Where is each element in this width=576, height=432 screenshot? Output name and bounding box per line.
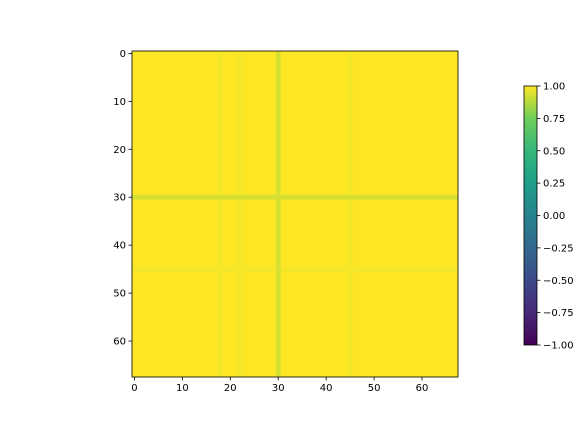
axes-frame <box>131 50 459 378</box>
heatmap-highlight-column <box>275 51 281 377</box>
colorbar: 1.00 0.75 0.50 0.25 0.00 −0.25 −0.50 −0.75 −1.00 <box>523 82 574 352</box>
y-tick-label: 30 <box>113 193 126 204</box>
x-tick-label: 40 <box>320 383 333 394</box>
heatmap <box>132 51 458 377</box>
colorbar-ticks: 1.00 0.75 0.50 0.25 0.00 −0.25 −0.50 −0.75 −1.00 <box>537 82 574 352</box>
y-tick-label: 40 <box>113 241 126 252</box>
y-tick-label: 20 <box>113 145 126 156</box>
x-tick-label: 60 <box>416 383 429 394</box>
colorbar-tick-label: −0.75 <box>543 308 574 319</box>
colorbar-tick-label: 0.50 <box>543 146 565 157</box>
colorbar-tick-label: −0.25 <box>543 243 574 254</box>
colorbar-tick-label: 0.25 <box>543 179 565 190</box>
colorbar-tick-label: 0.00 <box>543 211 565 222</box>
heatmap-faint-column <box>218 51 224 377</box>
y-tick-label: 10 <box>113 97 126 108</box>
x-axis: 0 10 20 30 40 50 60 <box>131 377 428 394</box>
x-tick-label: 0 <box>131 383 137 394</box>
heatmap-highlight-row <box>132 194 458 200</box>
x-tick-label: 20 <box>224 383 237 394</box>
colorbar-tick-label: 1.00 <box>543 82 565 93</box>
y-tick-label: 0 <box>120 49 126 60</box>
heatmap-faint-column <box>237 51 243 377</box>
heatmap-background <box>132 51 458 377</box>
y-tick-label: 50 <box>113 289 126 300</box>
colorbar-tick-label: −1.00 <box>543 341 574 352</box>
x-tick-label: 30 <box>272 383 285 394</box>
heatmap-faint-row <box>132 266 458 272</box>
x-tick-label: 50 <box>368 383 381 394</box>
y-axis: 0 10 20 30 40 50 60 <box>113 49 132 348</box>
x-tick-label: 10 <box>176 383 189 394</box>
heatmap-faint-column <box>347 51 353 377</box>
colorbar-tick-label: 0.75 <box>543 114 565 125</box>
colorbar-gradient <box>523 85 538 346</box>
y-tick-label: 60 <box>113 337 126 348</box>
colorbar-tick-label: −0.50 <box>543 276 574 287</box>
